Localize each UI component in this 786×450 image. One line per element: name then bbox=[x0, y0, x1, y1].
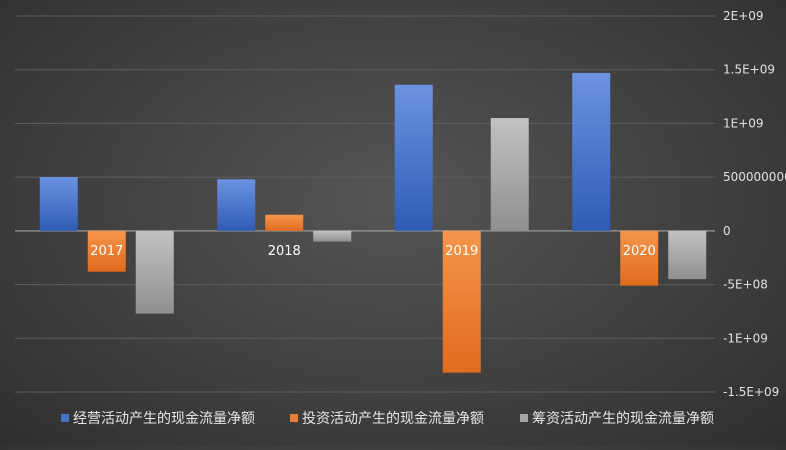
legend: 经营活动产生的现金流量净额 投资活动产生的现金流量净额 筹资活动产生的现金流量净额 bbox=[61, 410, 714, 427]
bar-1-2020 bbox=[572, 72, 611, 231]
bar-2-2019 bbox=[442, 230, 481, 373]
y-tick-label: 500000000 bbox=[723, 170, 786, 184]
y-tick-label: 0 bbox=[723, 224, 731, 238]
bar-1-2017 bbox=[39, 177, 78, 231]
y-tick-label: -1E+09 bbox=[723, 331, 768, 345]
bar-2-2020 bbox=[620, 230, 659, 286]
gridlines bbox=[15, 15, 715, 393]
bar-3-2020 bbox=[668, 230, 707, 280]
category-labels: 2017 2018 2019 2020 bbox=[90, 244, 656, 259]
bar-2-2018 bbox=[265, 214, 304, 231]
y-tick-label: -5E+08 bbox=[723, 278, 768, 292]
legend-swatch-3 bbox=[520, 414, 528, 422]
category-label: 2018 bbox=[268, 244, 301, 259]
bar-1-2018 bbox=[217, 179, 256, 231]
category-label: 2017 bbox=[90, 244, 123, 259]
bar-1-2019 bbox=[394, 84, 433, 231]
bar-3-2019 bbox=[490, 118, 529, 231]
legend-swatch-2 bbox=[290, 414, 298, 422]
y-tick-label: 1E+09 bbox=[723, 116, 764, 130]
legend-label-3: 筹资活动产生的现金流量净额 bbox=[532, 410, 714, 427]
bars bbox=[39, 72, 707, 373]
bar-3-2017 bbox=[135, 230, 174, 314]
y-tick-label: -1.5E+09 bbox=[723, 385, 779, 399]
y-tick-label: 2E+09 bbox=[723, 9, 764, 23]
legend-swatch-1 bbox=[61, 414, 69, 422]
category-label: 2020 bbox=[623, 244, 656, 259]
bar-2-2017 bbox=[87, 230, 126, 272]
y-tick-label: 1.5E+09 bbox=[723, 63, 775, 77]
category-label: 2019 bbox=[445, 244, 478, 259]
bar-3-2018 bbox=[313, 230, 352, 242]
legend-label-1: 经营活动产生的现金流量净额 bbox=[73, 411, 255, 427]
legend-label-2: 投资活动产生的现金流量净额 bbox=[302, 411, 484, 427]
y-axis-tick-labels: 2E+09 1.5E+09 1E+09 500000000 0 -5E+08 -1E+09 -… bbox=[723, 9, 786, 399]
